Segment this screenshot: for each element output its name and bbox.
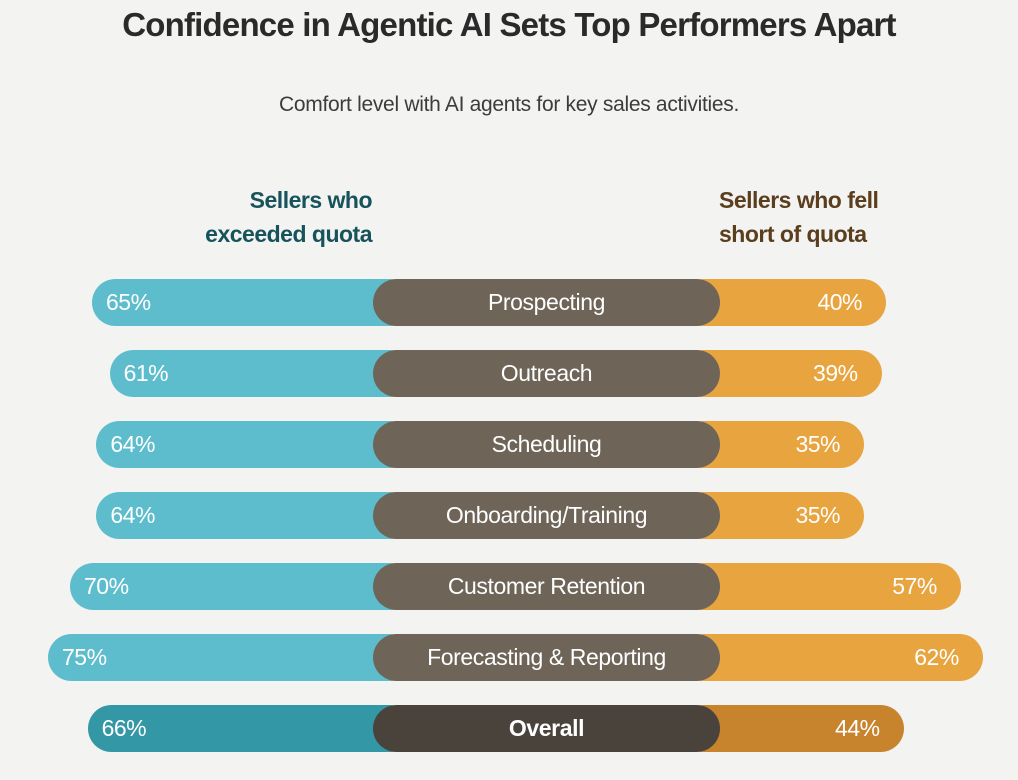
category-label-forecasting-reporting: Forecasting & Reporting — [373, 634, 720, 681]
bar-short-customer-retention: 57% — [680, 563, 961, 610]
category-label-prospecting: Prospecting — [373, 279, 720, 326]
value-label-exceeded: 70% — [84, 573, 129, 599]
legend-exceeded-line-1: Sellers who — [249, 187, 373, 213]
chart-subtitle: Comfort level with AI agents for key sal… — [279, 93, 739, 116]
value-label-short: 44% — [835, 715, 880, 741]
value-label-short: 40% — [817, 289, 862, 315]
category-label-scheduling: Scheduling — [373, 421, 720, 468]
value-label-exceeded: 64% — [110, 502, 155, 528]
legend-short-line-1: Sellers who fell — [719, 187, 879, 213]
bar-short-forecasting-reporting: 62% — [680, 634, 983, 681]
value-label-short: 35% — [795, 431, 840, 457]
value-label-short: 62% — [914, 644, 959, 670]
legend-short-line-2: short of quota — [719, 221, 867, 247]
chart-title: Confidence in Agentic AI Sets Top Perfor… — [122, 6, 896, 43]
category-label-overall: Overall — [373, 705, 720, 752]
bar-exceeded-prospecting: 65% — [92, 279, 413, 326]
value-label-short: 35% — [795, 502, 840, 528]
value-label-short: 39% — [813, 360, 858, 386]
bar-exceeded-customer-retention: 70% — [70, 563, 413, 610]
category-label-outreach: Outreach — [373, 350, 720, 397]
value-label-exceeded: 61% — [123, 360, 169, 386]
bar-exceeded-onboarding-training: 64% — [96, 492, 413, 539]
legend-exceeded-quota: Sellers who exceeded quota — [205, 183, 372, 251]
bar-exceeded-forecasting-reporting: 75% — [48, 634, 413, 681]
value-label-exceeded: 75% — [62, 644, 107, 670]
category-label-onboarding-training: Onboarding/Training — [373, 492, 720, 539]
value-label-short: 57% — [892, 573, 937, 599]
value-label-exceeded: 66% — [101, 715, 147, 741]
bar-exceeded-scheduling: 64% — [96, 421, 413, 468]
value-label-exceeded: 64% — [110, 431, 155, 457]
legend-short-of-quota: Sellers who fell short of quota — [719, 183, 879, 251]
category-label-customer-retention: Customer Retention — [373, 563, 720, 610]
legend-exceeded-line-2: exceeded quota — [205, 221, 372, 247]
bar-exceeded-overall: 66% — [87, 705, 413, 752]
value-label-exceeded: 65% — [106, 289, 151, 315]
bar-exceeded-outreach: 61% — [109, 350, 413, 397]
